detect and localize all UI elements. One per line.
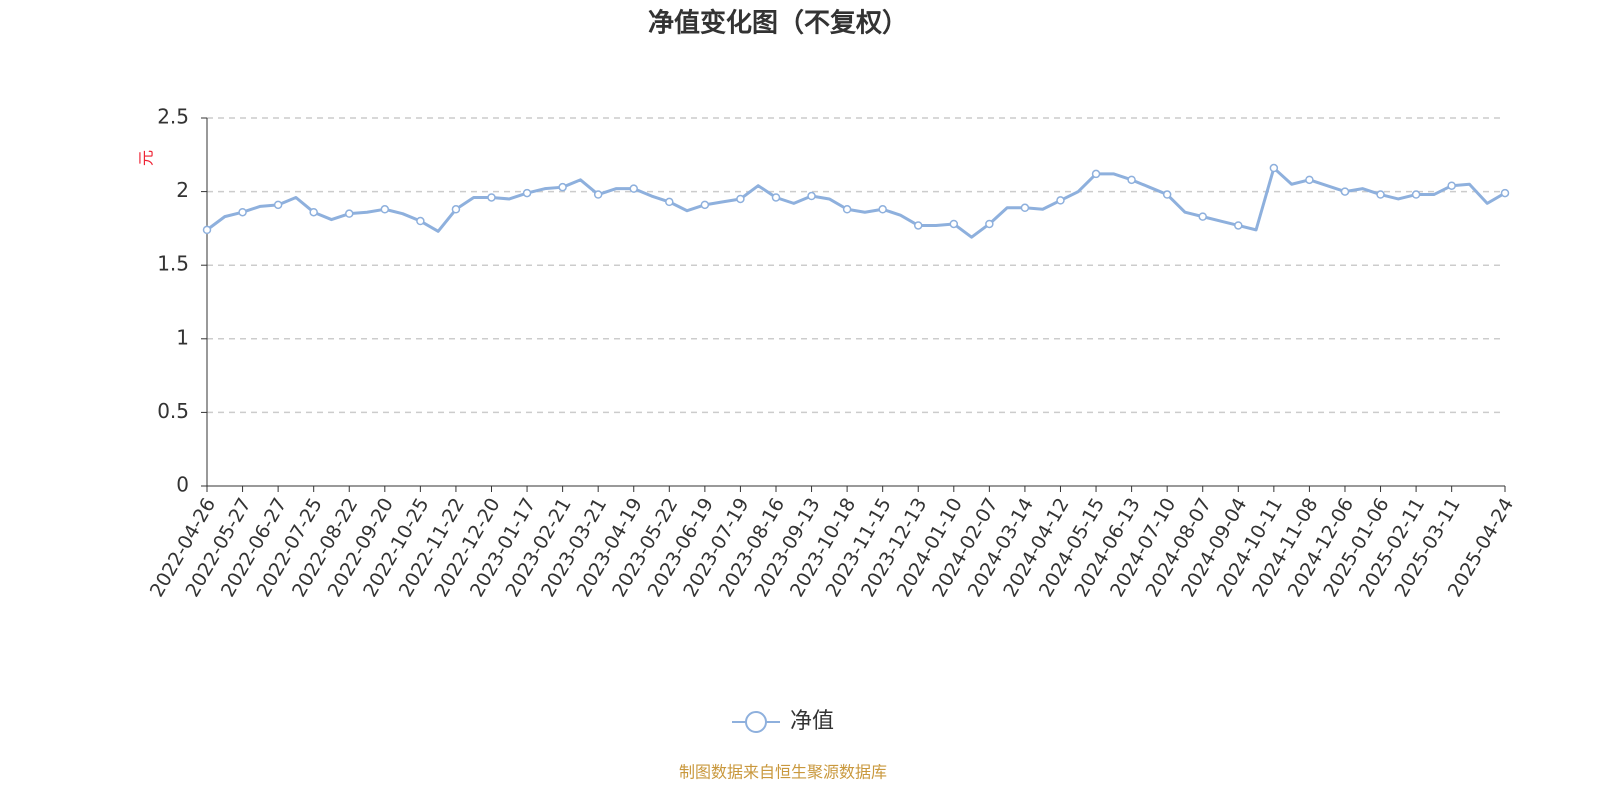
point <box>878 205 887 214</box>
point <box>522 188 532 198</box>
legend-label: 净值 <box>790 709 834 734</box>
point <box>807 191 816 201</box>
point <box>736 194 745 204</box>
point <box>1162 190 1172 199</box>
point <box>1020 203 1030 213</box>
point <box>1091 169 1101 179</box>
point <box>1500 188 1510 198</box>
legend-marker <box>745 711 767 733</box>
point <box>1127 175 1136 185</box>
point <box>913 221 923 230</box>
point <box>593 190 603 199</box>
point <box>416 216 425 226</box>
point <box>273 200 283 210</box>
point <box>487 193 496 202</box>
y-tick-label: 2 <box>176 178 189 202</box>
point <box>238 207 247 217</box>
source-note: 制图数据来自恒生聚源数据库 <box>679 763 887 782</box>
y-tick-label: 2.5 <box>157 105 189 129</box>
point <box>1411 190 1421 199</box>
point <box>949 219 959 229</box>
point <box>1376 190 1385 199</box>
y-tick-label: 0.5 <box>157 399 189 423</box>
point <box>771 193 781 202</box>
point <box>558 182 567 192</box>
y-tick-label: 1.5 <box>157 252 189 276</box>
y-tick-label: 1 <box>176 325 189 349</box>
point <box>309 207 318 217</box>
point <box>1056 196 1065 205</box>
point <box>1305 175 1314 185</box>
point <box>380 205 390 214</box>
point <box>985 219 994 229</box>
point <box>451 205 461 214</box>
point <box>665 197 674 207</box>
point <box>842 205 852 214</box>
point <box>1447 181 1456 190</box>
y-axis-label: 元 <box>137 150 156 166</box>
point <box>202 225 212 235</box>
y-tick-label: 0 <box>176 473 189 497</box>
point <box>629 184 638 193</box>
point <box>1234 221 1243 230</box>
point <box>1340 187 1350 196</box>
point <box>700 200 710 210</box>
point <box>1269 163 1279 173</box>
chart-title: 净值变化图（不复权） <box>648 8 908 39</box>
point <box>344 209 354 218</box>
point <box>1198 212 1207 221</box>
